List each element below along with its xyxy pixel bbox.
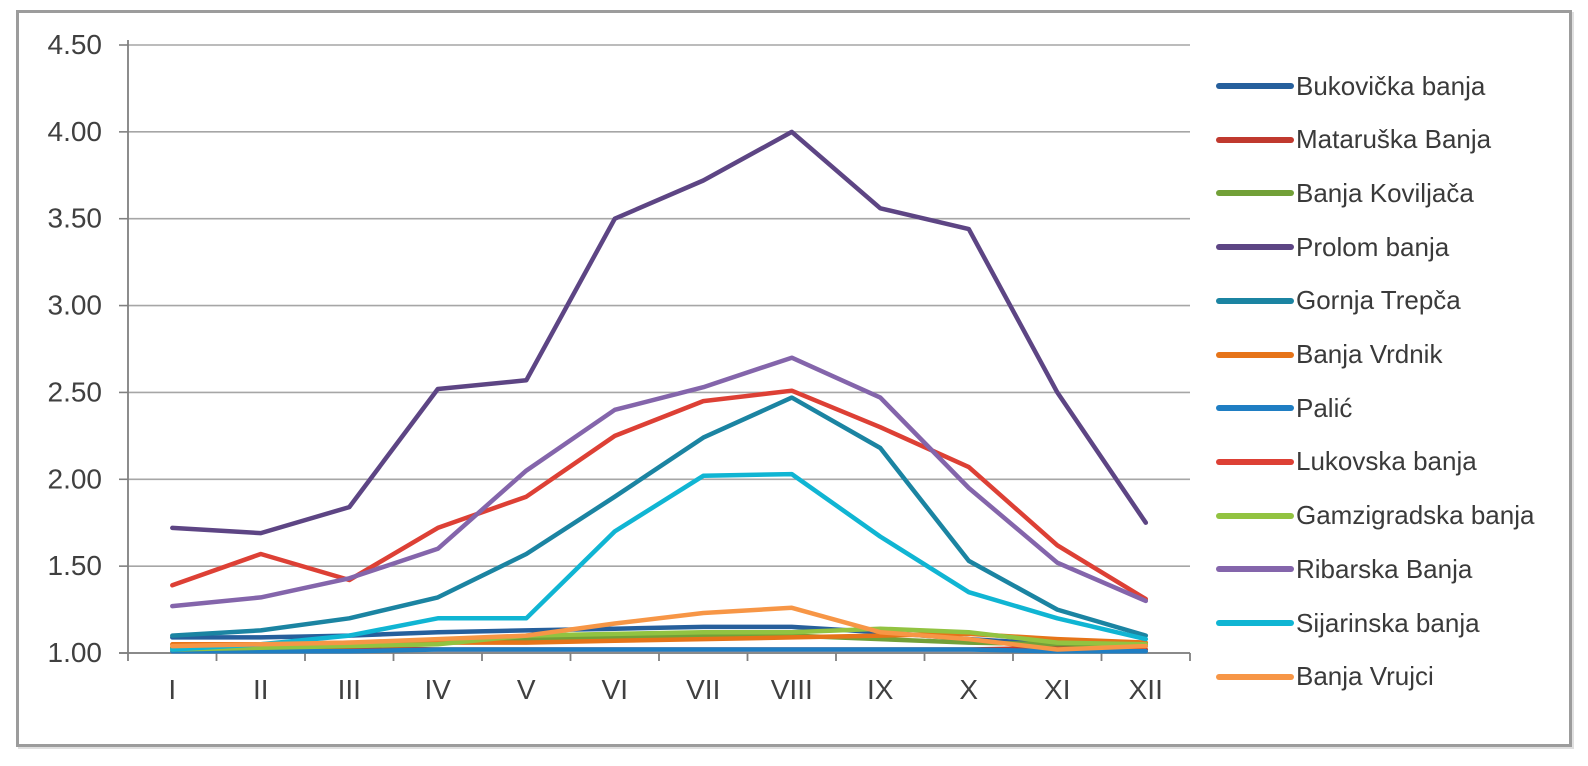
x-axis-label: VIII	[771, 674, 813, 705]
series-line-sijarinska-banja	[170, 471, 1149, 652]
y-axis-label: 1.00	[48, 637, 103, 668]
x-axis-label: I	[168, 674, 176, 705]
x-axis-label: III	[338, 674, 361, 705]
y-axis-label: 4.00	[48, 116, 103, 147]
y-axis-label: 4.50	[48, 29, 103, 60]
x-axis-label: II	[253, 674, 269, 705]
series-line-gornja-trep-a	[170, 395, 1149, 638]
x-axis-label: XII	[1129, 674, 1163, 705]
series-line-prolom-banja	[170, 129, 1149, 536]
x-axis-label: IV	[425, 674, 452, 705]
y-axis-label: 2.50	[48, 376, 103, 407]
x-axis-label: X	[959, 674, 978, 705]
y-axis-label: 1.50	[48, 550, 103, 581]
x-axis-label: XI	[1044, 674, 1070, 705]
series-line-gamzigradska-banja	[170, 626, 1149, 652]
x-axis-label: VII	[686, 674, 720, 705]
series-line-ribarska-banja	[170, 355, 1149, 609]
y-axis-label: 3.50	[48, 203, 103, 234]
y-axis-label: 2.00	[48, 463, 103, 494]
x-axis-label: V	[517, 674, 536, 705]
x-axis-label: IX	[867, 674, 894, 705]
series-line-lukovska-banja	[170, 388, 1149, 602]
series-line-pali-	[170, 647, 1149, 654]
y-axis-label: 3.00	[48, 290, 103, 321]
series-line-banja-vrujci	[170, 605, 1149, 652]
x-axis-label: VI	[602, 674, 628, 705]
